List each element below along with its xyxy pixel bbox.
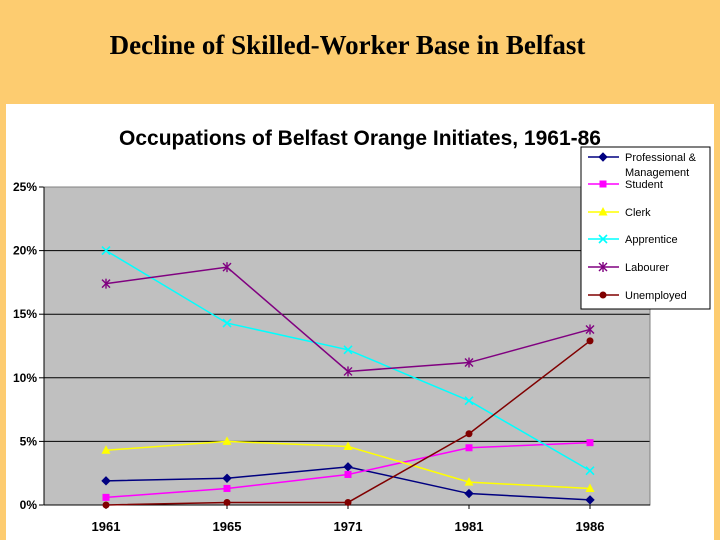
- x-tick-label: 1986: [576, 519, 605, 534]
- series-labourer: [101, 262, 595, 377]
- data-point: [102, 493, 110, 501]
- x-tick-label: 1971: [334, 519, 363, 534]
- data-point: [343, 345, 353, 355]
- data-point: [222, 262, 232, 273]
- data-point: [465, 430, 473, 438]
- series-clerk: [101, 436, 595, 492]
- data-point: [598, 262, 608, 272]
- data-point: [344, 498, 352, 506]
- data-point: [586, 337, 594, 345]
- data-point: [585, 495, 595, 505]
- data-point: [598, 152, 608, 162]
- y-tick-label: 20%: [13, 244, 37, 258]
- data-point: [222, 436, 232, 445]
- axes: 0% 5% 10% 15% 20% 25% 1961 1965 1971 1981 1986: [13, 180, 651, 534]
- data-point: [464, 477, 474, 486]
- legend-item: Unemployed: [588, 290, 687, 302]
- data-point: [598, 234, 608, 244]
- legend-label: Student: [625, 179, 663, 191]
- legend-item: Clerk: [588, 207, 651, 219]
- x-tick-label: 1981: [455, 519, 484, 534]
- legend-label: Professional & Management: [625, 152, 697, 179]
- y-tick-label: 10%: [13, 371, 37, 385]
- series-professional-management: [101, 462, 595, 505]
- data-point: [101, 445, 111, 454]
- data-point: [464, 396, 474, 406]
- legend-label: Unemployed: [625, 290, 687, 302]
- series-unemployed: [102, 337, 594, 509]
- data-point: [223, 498, 231, 506]
- data-point: [343, 462, 353, 472]
- data-point: [101, 278, 111, 289]
- data-point: [585, 483, 595, 492]
- data-point: [585, 466, 595, 476]
- data-point: [222, 318, 232, 328]
- slide-title: Decline of Skilled-Worker Base in Belfas…: [109, 30, 586, 60]
- legend-label: Clerk: [625, 207, 651, 219]
- y-tick-label: 25%: [13, 180, 37, 194]
- data-point: [343, 366, 353, 377]
- series-group: [101, 246, 595, 509]
- y-tick-label: 0%: [20, 498, 38, 512]
- plot-area: [44, 187, 650, 505]
- chart-title: Occupations of Belfast Orange Initiates,…: [119, 127, 601, 150]
- data-point: [102, 501, 110, 509]
- series-student: [102, 439, 594, 501]
- data-point: [599, 291, 607, 299]
- legend-item: Professional & Management: [588, 152, 697, 179]
- data-point: [598, 207, 608, 216]
- data-point: [343, 441, 353, 450]
- data-point: [464, 357, 474, 368]
- legend-box: [580, 146, 711, 310]
- data-point: [465, 444, 473, 452]
- legend-label: Labourer: [625, 262, 669, 274]
- legend-item: Labourer: [588, 262, 669, 274]
- data-point: [344, 470, 352, 478]
- y-tick-label: 5%: [20, 434, 38, 448]
- data-point: [464, 488, 474, 499]
- data-point: [222, 473, 232, 483]
- x-tick-label: 1965: [213, 519, 242, 534]
- y-tick-label: 15%: [13, 307, 37, 321]
- legend-item: Apprentice: [588, 234, 678, 246]
- data-point: [101, 476, 111, 486]
- legend-item: Student: [588, 179, 663, 191]
- data-point: [585, 324, 595, 335]
- data-point: [223, 484, 231, 492]
- data-point: [586, 439, 594, 447]
- data-point: [101, 246, 111, 256]
- series-apprentice: [101, 246, 595, 476]
- data-point: [599, 180, 607, 188]
- legend-label: Apprentice: [625, 234, 678, 246]
- x-tick-label: 1961: [92, 519, 121, 534]
